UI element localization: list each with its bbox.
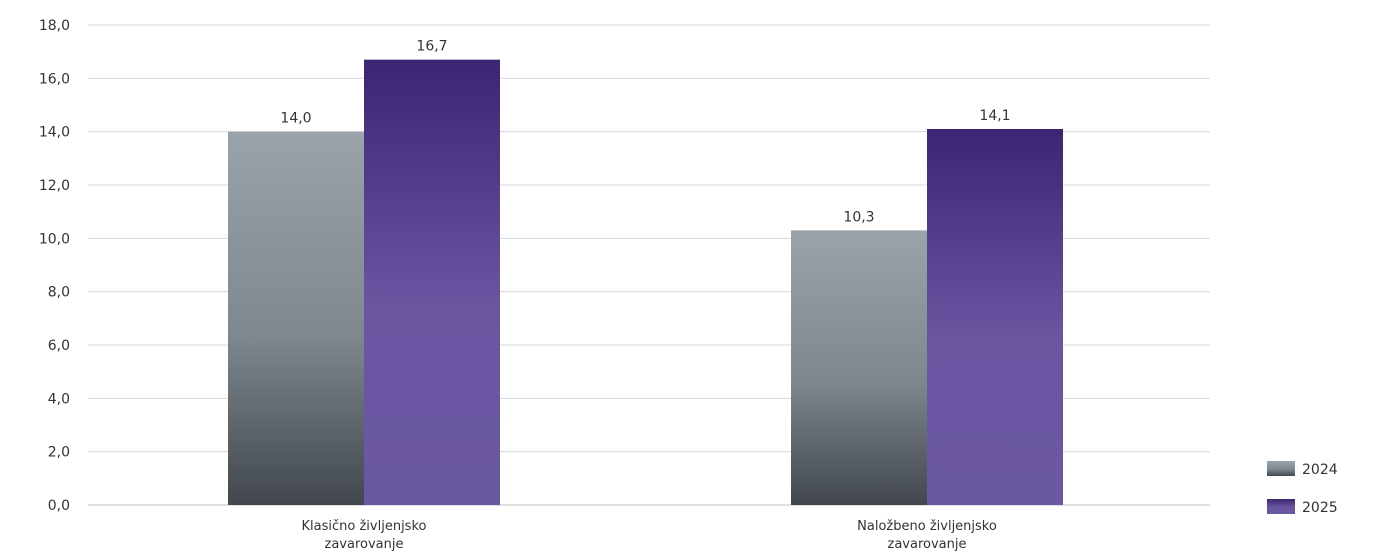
y-tick-label: 2,0 bbox=[48, 445, 70, 461]
legend-label-2025: 2025 bbox=[1302, 500, 1338, 516]
data-labels: 14,0 10,3 16,7 14,1 bbox=[280, 39, 1010, 226]
legend-swatch-2024 bbox=[1267, 461, 1295, 476]
legend-label-2024: 2024 bbox=[1302, 462, 1338, 478]
y-tick-label: 0,0 bbox=[48, 498, 70, 514]
y-axis: 0,0 2,0 4,0 6,0 8,0 10,0 12,0 14,0 16,0 18,0 bbox=[39, 18, 70, 514]
data-label-2024-1: 14,0 bbox=[280, 111, 311, 127]
x-axis: Klasično življenjsko zavarovanje Naložbeno… bbox=[302, 519, 997, 552]
data-label-2025-1: 16,7 bbox=[416, 39, 447, 55]
bar-2025-2 bbox=[927, 129, 1063, 505]
y-tick-label: 16,0 bbox=[39, 71, 70, 87]
bars bbox=[228, 59, 1063, 506]
y-tick-label: 10,0 bbox=[39, 231, 70, 247]
legend-swatch-2025 bbox=[1267, 499, 1295, 514]
legend: 2024 2025 bbox=[1267, 461, 1338, 516]
y-tick-label: 12,0 bbox=[39, 178, 70, 194]
data-label-2025-2: 14,1 bbox=[979, 108, 1010, 124]
x-category-label: Klasično življenjsko zavarovanje bbox=[302, 519, 427, 552]
y-tick-label: 6,0 bbox=[48, 338, 70, 354]
bar-2025-1 bbox=[364, 59, 500, 506]
y-tick-label: 14,0 bbox=[39, 125, 70, 141]
data-label-2024-2: 10,3 bbox=[843, 209, 874, 225]
y-tick-label: 18,0 bbox=[39, 18, 70, 34]
y-tick-label: 4,0 bbox=[48, 391, 70, 407]
x-category-label: Naložbeno življenjsko zavarovanje bbox=[857, 519, 997, 552]
bar-2024-1 bbox=[228, 131, 364, 505]
y-tick-label: 8,0 bbox=[48, 285, 70, 301]
bar-2024-2 bbox=[791, 230, 927, 506]
